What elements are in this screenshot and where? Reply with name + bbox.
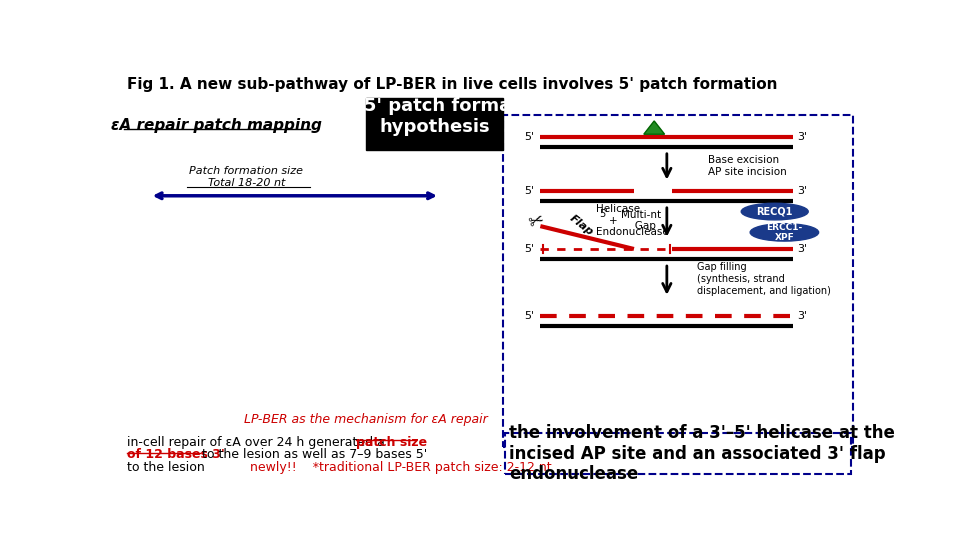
FancyBboxPatch shape [505,433,851,474]
Text: Helicase
    +
Endonuclease: Helicase + Endonuclease [596,204,669,237]
Ellipse shape [750,224,819,241]
Text: the involvement of a 3'–5' helicase at the
incised AP site and an associated 3' : the involvement of a 3'–5' helicase at t… [509,424,895,483]
Text: BER 5' patch formation
hypothesis: BER 5' patch formation hypothesis [318,97,551,136]
Ellipse shape [741,203,808,220]
Text: 3': 3' [797,186,807,196]
Text: of 12 bases 3': of 12 bases 3' [128,448,226,461]
Text: Patch formation size: Patch formation size [189,166,303,176]
Text: Gap filling
(synthesis, strand
displacement, and ligation): Gap filling (synthesis, strand displacem… [697,262,830,295]
Text: 3': 3' [797,132,807,141]
FancyBboxPatch shape [503,114,852,447]
Text: to the lesion as well as 7–9 bases 5': to the lesion as well as 7–9 bases 5' [202,448,427,461]
FancyBboxPatch shape [366,98,503,150]
Text: 3': 3' [797,310,807,321]
Text: 3': 3' [797,244,807,254]
Text: Fig 1. A new sub-pathway of LP-BER in live cells involves 5' patch formation: Fig 1. A new sub-pathway of LP-BER in li… [128,77,778,92]
Text: newly!!    *traditional LP-BER patch size: 2-12 nt: newly!! *traditional LP-BER patch size: … [251,461,552,474]
Text: 5': 5' [524,244,535,254]
Text: Flap: Flap [567,213,595,238]
Text: 5': 5' [524,186,535,196]
Text: to the lesion: to the lesion [128,461,205,474]
Text: 5': 5' [524,132,535,141]
Text: patch size: patch size [356,436,427,449]
Text: 5': 5' [599,210,608,219]
Text: 5': 5' [524,310,535,321]
Text: Base excision
AP site incision: Base excision AP site incision [708,155,786,177]
Polygon shape [644,121,664,134]
Text: in-cell repair of εA over 24 h generated a: in-cell repair of εA over 24 h generated… [128,436,390,449]
Text: εA repair patch mapping: εA repair patch mapping [111,118,323,133]
Text: ERCC1-
XPF: ERCC1- XPF [766,222,803,242]
Text: RECQ1: RECQ1 [756,207,793,217]
Text: ✂: ✂ [526,211,547,233]
Text: Total 18-20 nt: Total 18-20 nt [207,178,285,188]
Text: LP-BER as the mechanism for εA repair: LP-BER as the mechanism for εA repair [244,413,488,426]
Text: Multi-nt
   Gap: Multi-nt Gap [621,210,660,231]
